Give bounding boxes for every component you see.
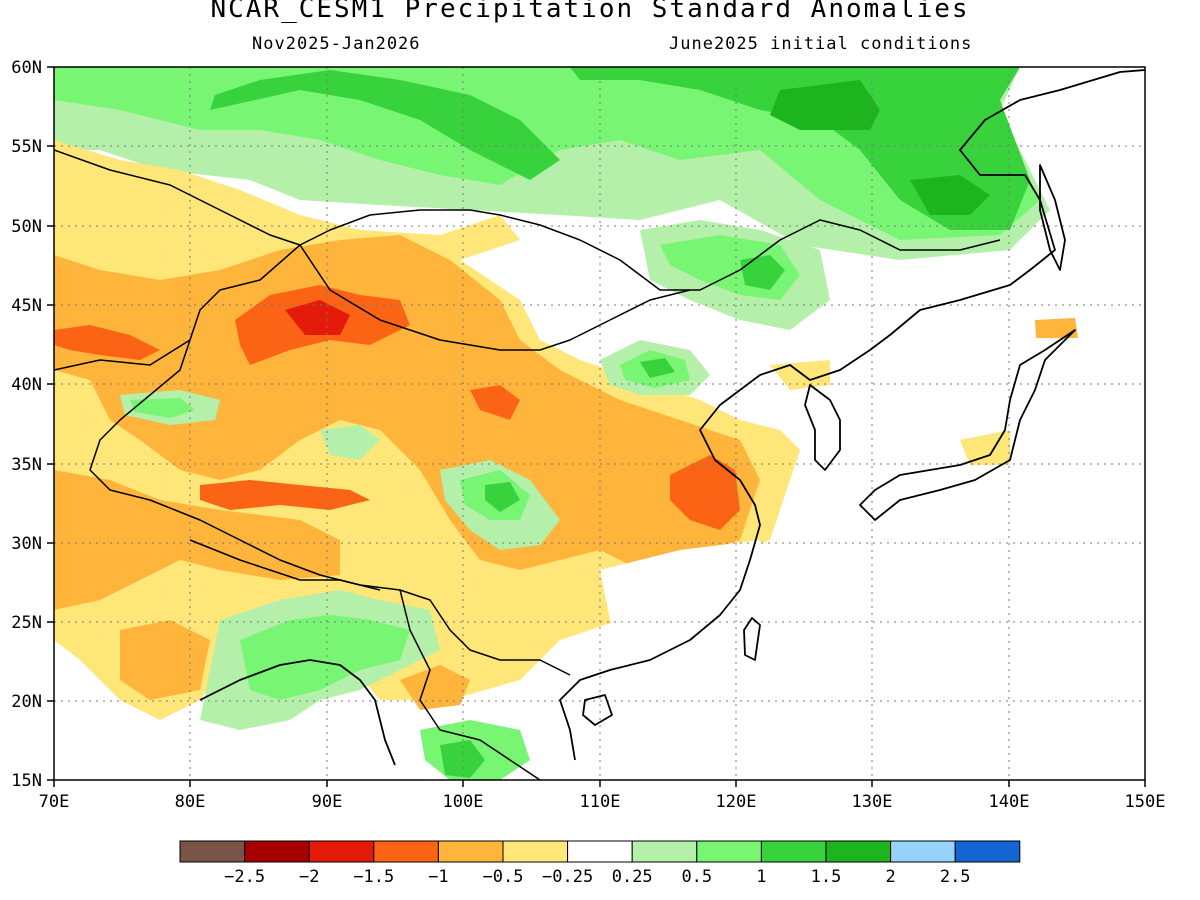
colorbar-swatch [954,840,1021,863]
taiwan-coastline [743,617,761,661]
wet-region-north-max [770,80,880,130]
wet-region-south-asia [240,615,410,700]
colorbar-label: 0.25 [612,867,653,887]
colorbar-swatch [825,840,892,863]
lat-label-55: 55N [11,137,42,157]
colorbar-swatch [890,840,956,863]
lon-label-80: 80E [175,792,206,812]
dry-region [54,470,340,610]
lat-label-50: 50N [11,217,42,237]
colorbar-swatch [437,840,504,863]
lon-label-150: 150E [1125,792,1166,812]
longitude-labels: 70E 80E 90E 100E 110E 120E 130E 140E 150… [39,792,1166,812]
colorbar-swatch [179,840,246,863]
colorbar-swatch [760,840,827,863]
korea-coastline [804,384,841,471]
colorbar-swatch [502,840,569,863]
himalaya-border [189,539,381,591]
wet-region-south-asia [440,740,485,778]
wet-region-north-strong [570,67,1030,230]
wet-patch-sichuan [485,482,520,512]
lat-label-15: 15N [11,771,42,791]
coastlines [199,69,1145,766]
colorbar-label: 0.5 [681,867,712,887]
russia-china-border [54,149,1001,291]
neutral-region-south-china [600,540,780,680]
kazakhstan-border [54,339,191,371]
bay-of-bengal-coastline [199,659,396,766]
dry-region [120,620,210,700]
wet-patch-qinghai [320,425,380,460]
mongolia-china-border [299,244,691,351]
colorbar-swatch [244,840,310,863]
neutral-region-mongolia [520,245,860,420]
wet-region-north-max [910,175,990,215]
forecast-period: Nov2025-Jan2026 [252,34,421,54]
dry-region-strong [54,325,160,360]
national-borders [54,149,1001,780]
dry-patch-japan [1035,318,1078,338]
indochina-border [399,589,541,780]
lon-label-70: 70E [39,792,70,812]
dry-region-strong [470,385,520,420]
colorbar-label: 1.5 [811,867,842,887]
colorbar-swatch [308,840,375,863]
lat-label-25: 25N [11,613,42,633]
lat-label-20: 20N [11,692,42,712]
hainan-coastline [582,694,613,726]
lat-label-45: 45N [11,296,42,316]
dry-region-max [285,300,350,335]
colorbar-label: −2.5 [224,867,265,887]
lat-label-60: 60N [11,58,42,78]
china-east-coastline [559,69,1145,761]
wet-patch-northeast [740,255,785,290]
lon-label-130: 130E [852,792,893,812]
lon-label-120: 120E [716,792,757,812]
colorbar-label: 2 [885,867,895,887]
wet-patch-central [130,398,195,418]
axis-ticks [47,66,1146,787]
lon-label-140: 140E [989,792,1030,812]
lat-label-30: 30N [11,534,42,554]
wet-patch-inner-mongolia [640,358,675,378]
colorbar-label: −2 [299,867,319,887]
lat-label-35: 35N [11,455,42,475]
colorbar-label: 1 [756,867,766,887]
colorbar-label: −0.25 [542,867,593,887]
colorbar-label: −1 [428,867,448,887]
china-west-border [89,244,571,676]
lon-label-100: 100E [443,792,484,812]
colorbar-swatch [631,840,698,863]
initial-conditions: June2025 initial conditions [669,34,973,54]
dry-region [54,235,760,570]
map-title: NCAR_CESM1 Precipitation Standard Anomal… [210,0,970,24]
lon-label-90: 90E [312,792,343,812]
latitude-labels: 15N 20N 25N 30N 35N 40N 45N 50N 55N 60N [11,58,42,791]
colorbar-label: 2.5 [940,867,971,887]
japan-coastline [859,329,1076,521]
colorbar: −2.5 −2 −1.5 −1 −0.5 −0.25 0.25 0.5 1 1.5 2 2.5 [179,840,1021,887]
colorbar-label: −1.5 [353,867,394,887]
dry-region [400,665,470,710]
dry-region-strong [670,455,740,530]
sakhalin-coastline [1039,164,1066,271]
colorbar-swatch [696,840,762,863]
colorbar-swatch [567,840,633,863]
dry-patch-japan [960,430,1010,465]
wet-region-north-strong [210,70,560,180]
colorbar-swatch [373,840,439,863]
lat-label-40: 40N [11,375,42,395]
lon-label-110: 110E [580,792,621,812]
colorbar-label: −0.5 [483,867,524,887]
